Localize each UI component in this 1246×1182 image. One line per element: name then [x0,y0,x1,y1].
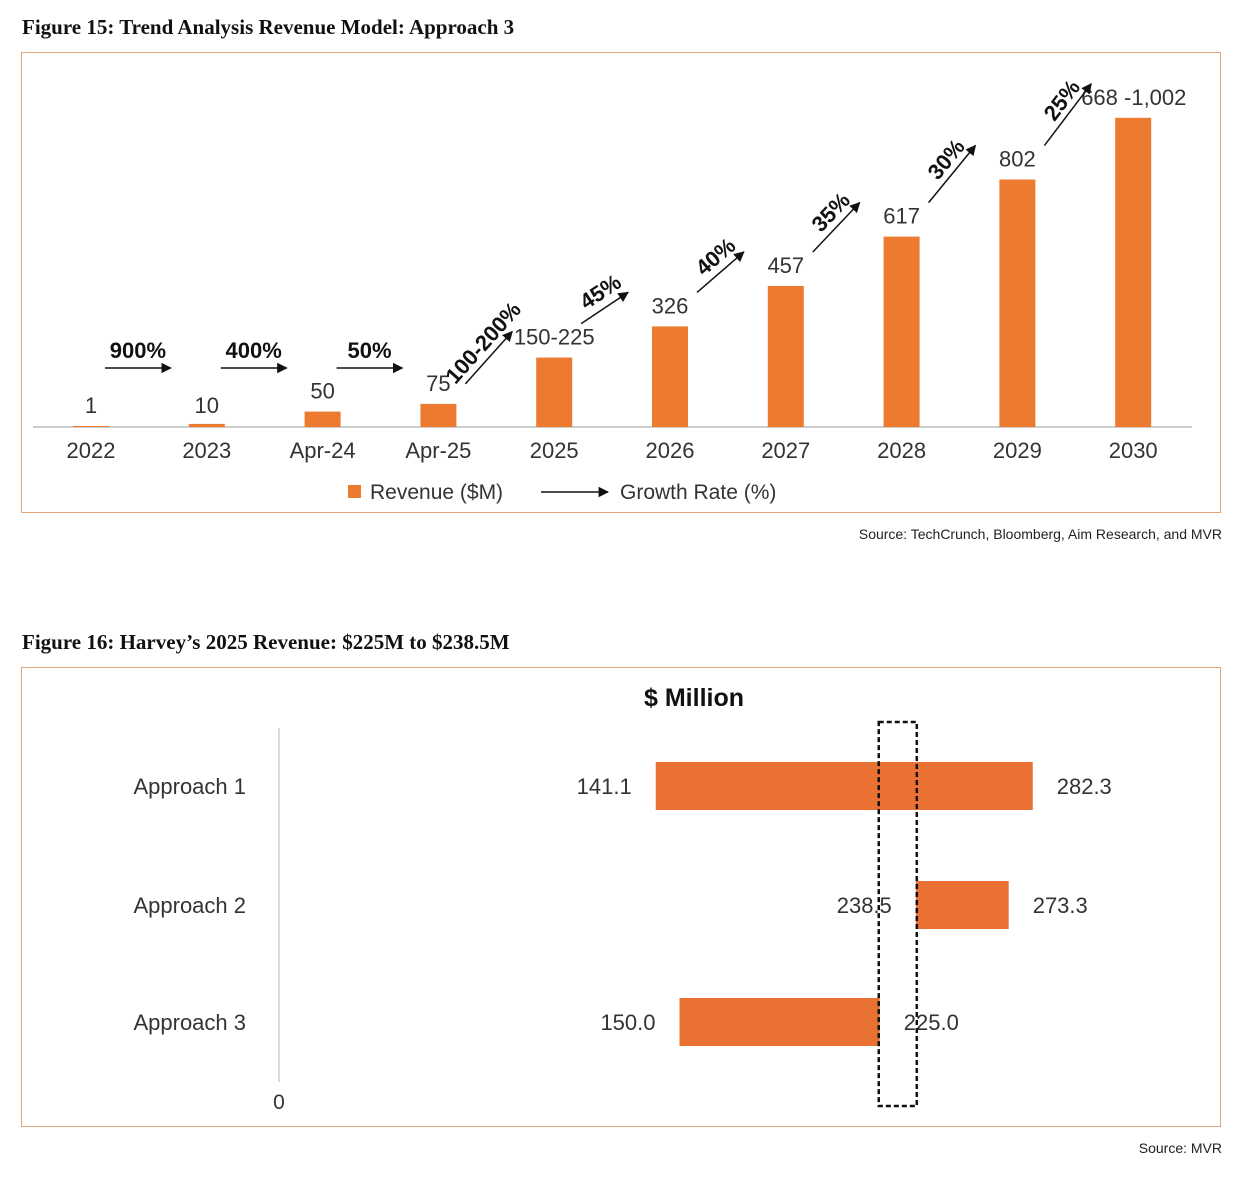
range-bar [655,762,1033,810]
growth-arrow [1043,82,1092,146]
revenue-bar [883,236,920,427]
bar-value-label: 1 [85,393,97,418]
growth-rate-label: 50% [347,338,391,363]
range-low-label: 141.1 [577,774,632,799]
figure-15-panel: 2022 1 2023 10 Apr-24 50 Apr-25 75 2025 150-225 20… [21,52,1221,513]
highlight-dashed-box [877,720,919,1108]
bar-value-label: 326 [652,293,689,318]
x-tick-label: 2030 [1109,438,1158,463]
bar-value-label: 668 -1,002 [1081,85,1186,110]
revenue-bar [536,357,573,427]
chart-title: $ Million [644,684,744,712]
x-tick-label: 2025 [530,438,579,463]
x-tick-label: 2023 [182,438,231,463]
range-high-label: 273.3 [1033,893,1088,918]
growth-rate-label: 30% [923,134,970,184]
figure-15-title: Figure 15: Trend Analysis Revenue Model:… [22,15,515,39]
growth-arrow [464,330,513,385]
x-tick-label: Apr-25 [405,438,471,463]
revenue-bar [1115,117,1152,427]
revenue-bar [420,403,457,427]
growth-arrow [580,291,629,325]
range-low-label: 238.5 [837,893,892,918]
x-tick-label: 2029 [993,438,1042,463]
growth-rate-label: 35% [807,188,855,237]
category-label: Approach 3 [133,1010,246,1035]
revenue-trend-chart: 2022 1 2023 10 Apr-24 50 Apr-25 75 2025 150-225 20… [33,75,1192,504]
category-label: Approach 1 [133,774,246,799]
range-high-label: 282.3 [1057,774,1112,799]
revenue-bar [999,179,1036,427]
growth-arrow [696,251,745,293]
bar-value-label: 10 [195,393,219,418]
growth-rate-label: 45% [575,269,626,314]
growth-arrow [928,144,977,204]
revenue-range-chart: $ Million 0 Approach 1 141.1 282.3 Approach 2… [133,684,1112,1114]
x-tick-label: 2028 [877,438,926,463]
bar-value-label: 50 [310,379,334,404]
range-bar [679,998,880,1046]
legend-revenue-swatch [348,485,361,498]
bar-value-label: 457 [767,253,804,278]
growth-arrow [812,201,861,253]
growth-rate-label: 900% [110,338,166,363]
figure-16-source: Source: MVR [1138,1140,1222,1156]
figure-15-source: Source: TechCrunch, Bloomberg, Aim Resea… [858,526,1222,542]
x-tick-label: 2022 [67,438,116,463]
x-tick-label: Apr-24 [290,438,356,463]
revenue-bar [304,411,341,427]
x-tick-label: 2027 [761,438,810,463]
range-high-label: 225.0 [904,1010,959,1035]
category-label: Approach 2 [133,893,246,918]
growth-rate-label: 40% [691,233,741,281]
x-tick-label: 2026 [646,438,695,463]
bar-value-label: 802 [999,147,1036,172]
legend-revenue-label: Revenue ($M) [370,481,503,504]
revenue-bar [188,423,225,427]
revenue-bar [652,326,688,427]
figure-16-title: Figure 16: Harvey’s 2025 Revenue: $225M … [22,630,510,654]
bar-value-label: 617 [883,204,920,229]
x-axis-zero-label: 0 [273,1091,285,1114]
bar-value-label: 75 [426,371,450,396]
legend-growth-label: Growth Rate (%) [620,481,776,504]
range-bar [915,881,1009,929]
revenue-bar [73,426,109,427]
bar-value-label: 150-225 [514,325,595,350]
revenue-bar [767,285,804,427]
figure-16-panel: $ Million 0 Approach 1 141.1 282.3 Approach 2… [21,667,1221,1127]
range-low-label: 150.0 [600,1010,655,1035]
growth-rate-label: 400% [226,338,282,363]
